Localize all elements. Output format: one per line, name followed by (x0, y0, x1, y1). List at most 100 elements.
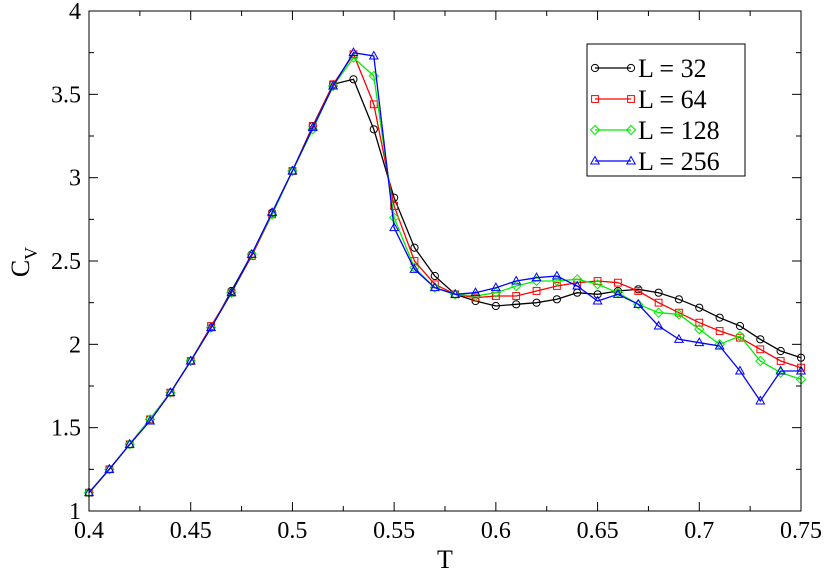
data-point-l-64 (369, 100, 378, 109)
y-tick-label: 3.5 (51, 82, 81, 108)
legend-marker-l-32 (626, 63, 636, 73)
legend-label: L = 32 (638, 54, 707, 83)
data-point-l-32 (532, 298, 541, 307)
legend-marker-l-128 (589, 124, 601, 136)
data-point-l-256 (409, 263, 420, 273)
data-point-l-256 (368, 50, 379, 60)
data-point-l-256 (104, 463, 115, 473)
x-tick-label: 0.45 (170, 518, 212, 544)
data-point-l-128 (185, 355, 196, 367)
data-point-l-32 (491, 301, 500, 311)
data-point-l-32 (369, 125, 378, 134)
data-point-l-64 (614, 278, 622, 287)
series-layer (83, 47, 807, 498)
data-point-l-32 (349, 75, 358, 84)
data-point-l-256 (572, 280, 583, 290)
data-point-l-128 (165, 387, 176, 398)
data-point-l-64 (512, 292, 521, 300)
data-point-l-128 (592, 279, 603, 290)
data-point-l-32 (715, 313, 724, 322)
data-point-l-256 (144, 415, 156, 425)
data-point-l-256 (206, 322, 217, 332)
data-point-l-256 (755, 395, 766, 405)
data-point-l-256 (165, 387, 176, 397)
data-point-l-256 (470, 287, 481, 297)
data-point-l-128 (673, 309, 685, 320)
data-point-l-128 (755, 355, 766, 367)
data-point-l-128 (653, 307, 664, 318)
data-point-l-256 (490, 282, 501, 292)
data-point-l-64 (552, 282, 561, 290)
legend-entry-l-128: L = 128 (589, 116, 720, 145)
data-point-l-32 (552, 295, 561, 304)
data-point-l-32 (512, 300, 521, 309)
y-axis-label-subscript: V (21, 247, 41, 260)
legend-entry-l-32: L = 32 (590, 54, 707, 83)
data-point-l-64 (715, 327, 724, 335)
data-point-l-256 (714, 340, 725, 350)
y-axis-label: CV (6, 247, 41, 277)
x-tick-label: 0.65 (577, 518, 619, 544)
data-point-l-32 (593, 290, 602, 299)
x-tick-label: 0.75 (780, 518, 822, 544)
x-tick-label: 0.4 (74, 518, 104, 544)
data-point-l-64 (695, 318, 704, 327)
data-point-l-64 (776, 357, 785, 365)
data-point-l-256 (734, 365, 746, 375)
data-point-l-256 (450, 288, 461, 298)
data-point-l-256 (389, 222, 400, 232)
y-tick-label: 1.5 (51, 416, 81, 442)
data-point-l-256 (185, 355, 196, 365)
data-point-l-256 (633, 298, 644, 308)
data-point-l-128 (327, 80, 339, 92)
data-point-l-128 (226, 287, 237, 298)
data-point-l-256 (694, 337, 705, 347)
data-point-l-128 (104, 464, 115, 475)
legend-marker-l-256 (625, 155, 637, 165)
data-point-l-32 (756, 335, 765, 344)
data-point-l-32 (674, 295, 684, 304)
data-point-l-128 (368, 70, 380, 82)
data-point-l-32 (654, 288, 663, 297)
x-tick-label: 0.5 (277, 518, 307, 544)
data-point-l-256 (673, 333, 684, 343)
data-point-l-256 (246, 248, 257, 258)
legend-marker-l-128 (625, 124, 637, 136)
legend-marker-l-32 (590, 63, 600, 73)
data-point-l-256 (592, 295, 603, 305)
y-tick-label: 4 (69, 0, 81, 25)
legend-entry-l-64: L = 64 (591, 85, 707, 114)
legend-entry-l-256: L = 256 (589, 147, 720, 176)
data-point-l-128 (429, 282, 441, 293)
data-point-l-256 (775, 365, 786, 375)
data-point-l-256 (531, 272, 542, 282)
data-point-l-128 (205, 322, 217, 333)
data-point-l-256 (307, 122, 318, 132)
data-point-l-128 (287, 165, 298, 177)
x-axis-label: T (437, 545, 453, 571)
legend-label: L = 64 (638, 85, 707, 114)
x-tick-label: 0.6 (481, 518, 511, 544)
data-point-l-128 (694, 324, 705, 335)
y-tick-label: 1 (69, 499, 81, 525)
data-point-l-256 (429, 282, 440, 292)
data-point-l-32 (695, 303, 704, 312)
data-point-l-64 (634, 287, 643, 295)
y-tick-label: 3 (69, 166, 81, 192)
data-point-l-256 (328, 80, 339, 90)
data-point-l-256 (124, 438, 135, 448)
data-point-l-256 (511, 275, 522, 285)
data-point-l-64 (390, 202, 399, 210)
axes-layer: 0.4 0.45 0.5 0.55 0.6 0.65 0.7 0.75 1 1.5 2 2.5 3 3.5… (51, 0, 822, 544)
data-point-l-64 (654, 298, 663, 307)
legend-label: L = 256 (638, 147, 720, 176)
data-point-l-32 (735, 321, 745, 331)
data-point-l-128 (572, 274, 583, 285)
data-point-l-32 (430, 271, 439, 281)
data-point-l-32 (776, 346, 785, 356)
series-l-256 (83, 47, 807, 497)
data-point-l-256 (287, 165, 298, 175)
y-tick-label: 2 (69, 332, 81, 358)
